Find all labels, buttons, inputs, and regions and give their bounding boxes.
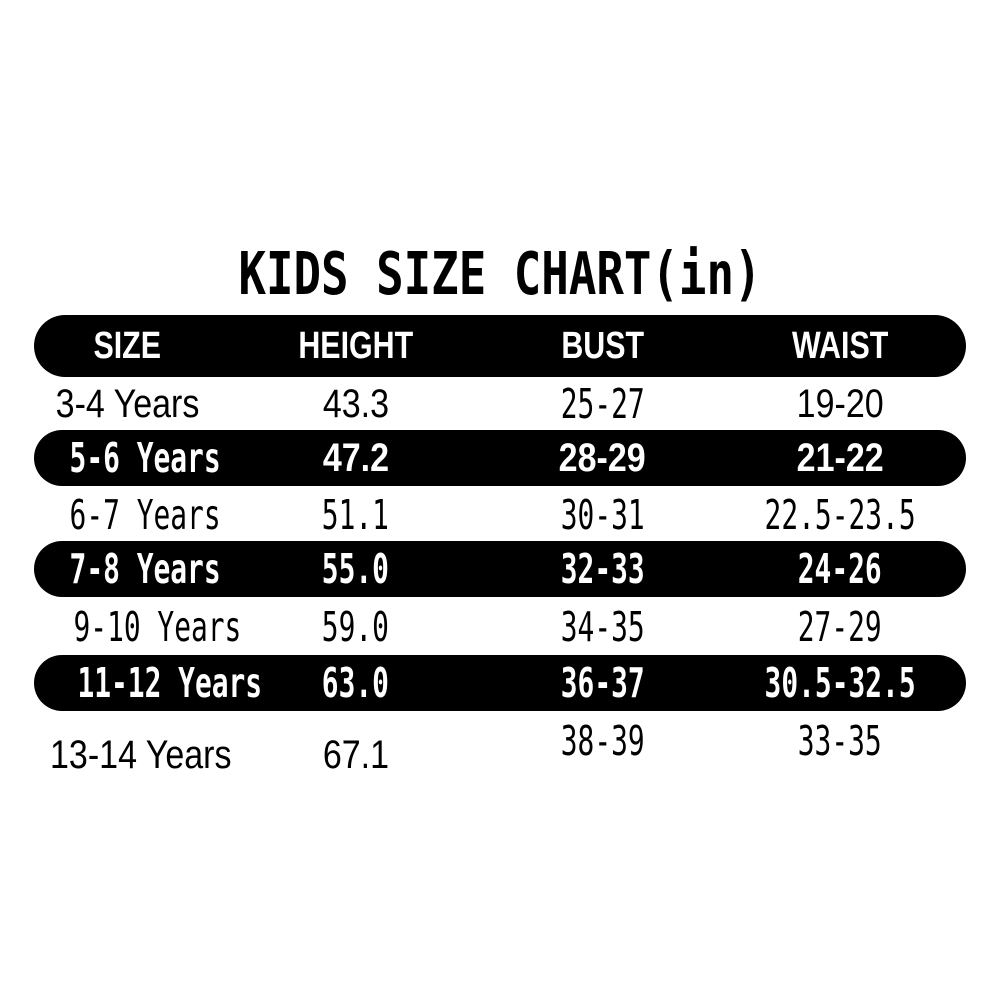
size-cell: 7-8 Years bbox=[34, 544, 221, 593]
height-value: 63.0 bbox=[321, 658, 390, 707]
height-cell: 47.2 bbox=[220, 438, 490, 478]
bust-value: 30-31 bbox=[560, 490, 645, 539]
bust-cell: 25-27 bbox=[491, 379, 715, 428]
table-row: 11-12 Years 63.0 36-37 30.5-32.5 bbox=[34, 655, 966, 711]
bust-cell: 34-35 bbox=[491, 602, 715, 651]
table-row: 5-6 Years 47.2 28-29 21-22 bbox=[34, 430, 966, 486]
size-cell: 6-7 Years bbox=[34, 490, 221, 539]
table-row: 6-7 Years 51.1 30-31 22.5-23.5 bbox=[34, 487, 966, 543]
height-value: 59.0 bbox=[321, 602, 390, 651]
bust-cell: 38-39 bbox=[491, 716, 715, 765]
waist-cell: 33-35 bbox=[714, 716, 966, 765]
height-value: 43.3 bbox=[322, 382, 389, 426]
header-cell-waist: WAIST bbox=[714, 327, 966, 365]
header-waist-label: WAIST bbox=[792, 325, 889, 367]
table-row: 7-8 Years 55.0 32-33 24-26 bbox=[34, 541, 966, 597]
size-value: 13-14 Years bbox=[50, 733, 232, 777]
bust-value: 25-27 bbox=[560, 379, 645, 428]
waist-value: 24-26 bbox=[798, 544, 883, 593]
chart-title: KIDS SIZE CHART(in) bbox=[238, 239, 762, 308]
waist-cell: 30.5-32.5 bbox=[714, 658, 966, 707]
size-value: 9-10 Years bbox=[73, 602, 242, 651]
waist-value: 21-22 bbox=[796, 436, 884, 480]
size-cell: 13-14 Years bbox=[34, 735, 231, 775]
header-bust-label: BUST bbox=[561, 325, 644, 367]
waist-cell: 24-26 bbox=[714, 544, 966, 593]
header-cell-size: SIZE bbox=[34, 327, 220, 365]
size-value: 7-8 Years bbox=[69, 544, 221, 593]
bust-cell: 36-37 bbox=[491, 658, 715, 707]
bust-cell: 28-29 bbox=[491, 438, 715, 478]
size-cell: 9-10 Years bbox=[34, 606, 241, 648]
height-cell: 63.0 bbox=[220, 658, 490, 707]
table-row: 9-10 Years 59.0 34-35 27-29 bbox=[34, 599, 966, 655]
height-cell: 55.0 bbox=[220, 544, 490, 593]
size-cell: 5-6 Years bbox=[34, 433, 221, 482]
size-cell: 3-4 Years bbox=[34, 384, 220, 424]
height-value: 47.2 bbox=[322, 436, 389, 480]
bust-value: 32-33 bbox=[560, 544, 645, 593]
height-cell: 43.3 bbox=[220, 384, 490, 424]
size-value: 6-7 Years bbox=[69, 490, 221, 539]
height-cell: 67.1 bbox=[220, 735, 490, 775]
table-row: 3-4 Years 43.3 25-27 19-20 bbox=[34, 376, 966, 432]
height-value: 55.0 bbox=[321, 544, 390, 593]
waist-value: 30.5-32.5 bbox=[764, 658, 916, 707]
waist-value: 33-35 bbox=[798, 716, 883, 765]
height-value: 67.1 bbox=[322, 733, 389, 777]
bust-value: 28-29 bbox=[559, 436, 646, 480]
header-cell-height: HEIGHT bbox=[220, 327, 490, 365]
waist-value: 27-29 bbox=[798, 602, 883, 651]
size-value: 3-4 Years bbox=[55, 382, 200, 426]
size-value: 5-6 Years bbox=[69, 433, 221, 482]
waist-cell: 21-22 bbox=[714, 438, 966, 478]
size-value: 11-12 Years bbox=[77, 658, 263, 707]
bust-cell: 30-31 bbox=[491, 490, 715, 539]
header-size-label: SIZE bbox=[93, 325, 161, 367]
waist-value: 22.5-23.5 bbox=[764, 490, 916, 539]
height-value: 51.1 bbox=[321, 490, 390, 539]
height-cell: 51.1 bbox=[220, 490, 490, 539]
height-cell: 59.0 bbox=[220, 602, 490, 651]
bust-value: 34-35 bbox=[560, 602, 645, 651]
header-cell-bust: BUST bbox=[491, 327, 715, 365]
waist-cell: 22.5-23.5 bbox=[714, 490, 966, 539]
bust-value: 36-37 bbox=[560, 658, 645, 707]
bust-cell: 32-33 bbox=[491, 544, 715, 593]
header-height-label: HEIGHT bbox=[298, 325, 413, 367]
table-row: 13-14 Years 67.1 38-39 33-35 bbox=[34, 720, 966, 783]
bust-value: 38-39 bbox=[560, 716, 645, 765]
waist-cell: 27-29 bbox=[714, 602, 966, 651]
table-header-row: SIZE HEIGHT BUST WAIST bbox=[34, 315, 966, 377]
waist-value: 19-20 bbox=[796, 382, 884, 426]
waist-cell: 19-20 bbox=[714, 384, 966, 424]
size-cell: 11-12 Years bbox=[34, 662, 262, 704]
